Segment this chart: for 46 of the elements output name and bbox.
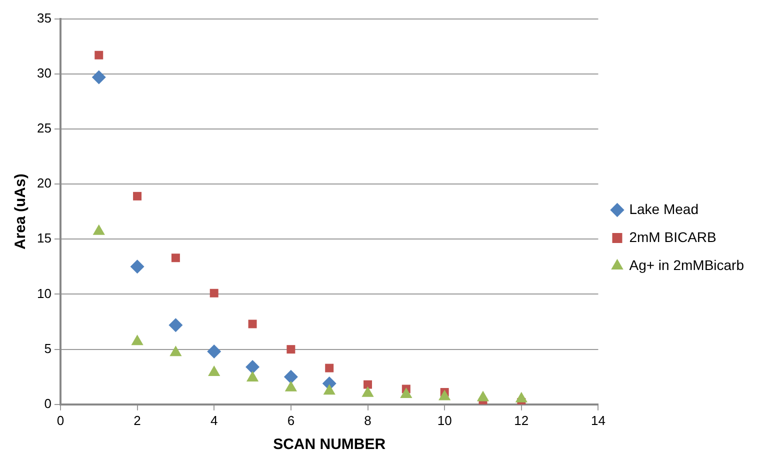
legend-label: Ag+ in 2mMBicarb: [629, 256, 744, 273]
y-tick-label: 25: [36, 120, 52, 136]
x-tick-label: 12: [514, 412, 529, 428]
x-tick-label: 0: [56, 412, 64, 428]
point: [207, 344, 222, 359]
y-tick-label: 30: [36, 65, 52, 80]
y-axis-title: Area (uAs): [12, 174, 30, 250]
point: [246, 360, 260, 374]
y-tick-label: 15: [36, 230, 52, 246]
x-axis-title: SCAN NUMBER: [273, 436, 386, 454]
point: [284, 380, 297, 392]
x-tick-label: 4: [210, 412, 218, 428]
point: [364, 380, 372, 389]
point: [515, 392, 528, 402]
y-tick-label: 10: [36, 286, 52, 301]
point: [284, 370, 298, 384]
x-tick-label: 8: [364, 412, 372, 428]
y-tick-label: 0: [44, 396, 52, 411]
x-tick-label: 10: [437, 412, 452, 428]
point: [131, 334, 144, 346]
x-tick-label: 14: [590, 412, 606, 428]
point: [94, 50, 104, 60]
y-tick-label: 20: [36, 176, 52, 191]
legend-label: 2mM BICARB: [629, 228, 716, 245]
legend-label: Lake Mead: [629, 200, 699, 217]
point: [246, 370, 259, 382]
x-tick-label: 6: [287, 412, 295, 428]
y-tick-label: 5: [44, 340, 52, 356]
point: [323, 384, 336, 395]
point: [92, 70, 106, 84]
point: [476, 390, 490, 402]
y-tick-label: 35: [36, 10, 52, 26]
point: [171, 254, 180, 262]
point: [400, 387, 412, 398]
point: [286, 345, 296, 354]
point: [248, 320, 257, 328]
point: [208, 365, 220, 376]
point: [362, 386, 374, 397]
x-tick-label: 2: [134, 412, 141, 428]
point: [438, 390, 451, 400]
point: [130, 260, 144, 274]
point: [168, 318, 183, 332]
point: [210, 288, 218, 298]
point: [170, 346, 182, 356]
point: [325, 364, 334, 372]
point: [133, 192, 142, 200]
